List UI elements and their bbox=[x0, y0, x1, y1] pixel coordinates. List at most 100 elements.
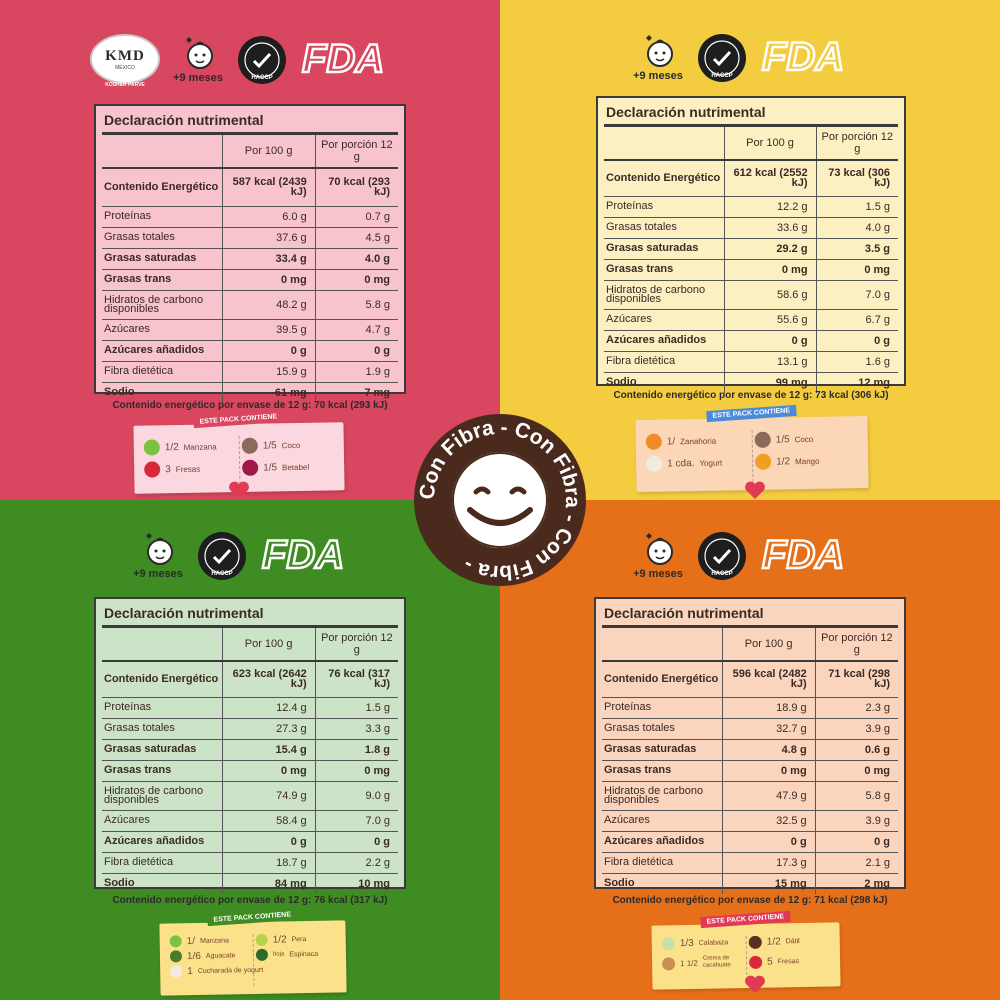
table-row: Fibra dietética 13.1 g 1.6 g bbox=[604, 351, 898, 373]
nutrition-table: Por 100 g Por porción 12 g Contenido Ener… bbox=[102, 628, 398, 894]
pack-item: 1/2 Manzana bbox=[143, 438, 238, 456]
table-row: Fibra dietética 18.7 g 2.2 g bbox=[102, 852, 398, 874]
fda-logo-icon: FDA bbox=[761, 34, 846, 81]
table-row: Proteínas 12.2 g 1.5 g bbox=[604, 196, 898, 218]
table-row: Proteínas 18.9 g 2.3 g bbox=[602, 697, 898, 719]
table-row: Hidratos de carbono disponibles 58.6 g 7.0… bbox=[604, 280, 898, 310]
table-row: Azúcares 55.6 g 6.7 g bbox=[604, 309, 898, 331]
table-row: Hidratos de carbono disponibles 47.9 g 5.8… bbox=[602, 781, 898, 811]
table-row: Proteínas 12.4 g 1.5 g bbox=[102, 697, 398, 719]
heart-icon bbox=[745, 975, 765, 993]
table-row: Grasas totales 33.6 g 4.0 g bbox=[604, 217, 898, 239]
table-header-row: Por 100 g Por porción 12 g bbox=[602, 628, 898, 662]
haccp-seal: HACCP bbox=[236, 34, 288, 91]
table-row-energy: Contenido Energético 623 kcal (2642 kJ) 76… bbox=[102, 661, 398, 698]
svg-text:HACCP: HACCP bbox=[711, 571, 732, 577]
pack-item: 1/Manzana bbox=[169, 934, 252, 948]
fda-logo: FDA bbox=[758, 530, 858, 581]
svg-text:FDA: FDA bbox=[762, 533, 844, 576]
carrot-icon bbox=[645, 433, 662, 450]
table-row: Hidratos de carbono disponibles 48.2 g 5.8… bbox=[102, 290, 398, 320]
quadrant-apple-pear: +9 meses HACCP FDA Declaración nutriment… bbox=[0, 500, 500, 1000]
pack-item: 1/5 Betabel bbox=[242, 458, 336, 476]
nutrition-table: Por 100 g Por porción 12 g Contenido Ener… bbox=[102, 135, 398, 403]
nutrition-table: Por 100 g Por porción 12 g Contenido Ener… bbox=[604, 127, 898, 393]
kmd-logo-text: KMD bbox=[105, 47, 145, 64]
haccp-seal: HACCP bbox=[696, 530, 748, 587]
kmd-logo-sub: MÉXICO bbox=[115, 64, 135, 71]
age-label: +9 meses bbox=[633, 70, 683, 82]
energy-footer: Contenido energético por envase de 12 g:… bbox=[112, 400, 388, 411]
apple-icon bbox=[143, 439, 160, 456]
svg-text:HACCP: HACCP bbox=[211, 571, 232, 577]
svg-text:FDA: FDA bbox=[762, 35, 844, 78]
svg-text:HACCP: HACCP bbox=[711, 73, 732, 79]
haccp-seal: HACCP bbox=[196, 530, 248, 587]
pack-item: 1/6 Aguacate bbox=[169, 949, 252, 963]
beet-icon bbox=[242, 459, 259, 476]
energy-footer: Contenido energético por envase de 12 g:… bbox=[613, 390, 889, 401]
table-row-energy: Contenido Energético 596 kcal (2482 kJ) 71… bbox=[602, 661, 898, 698]
panel-title: Declaración nutrimental bbox=[102, 112, 398, 135]
energy-footer: Contenido energético por envase de 12 g:… bbox=[612, 895, 888, 906]
col-per-serving: Por porción 12 g bbox=[314, 135, 398, 169]
certifications-row: KMD MÉXICO KOSHER PARVE +9 meses HACCP F… bbox=[90, 34, 398, 91]
spinach-icon bbox=[255, 948, 269, 961]
baby-age-badge: +9 meses bbox=[170, 34, 226, 84]
table-row: Grasas saturadas 15.4 g 1.8 g bbox=[102, 739, 398, 761]
baby-face-icon bbox=[146, 533, 173, 565]
coconut-icon bbox=[241, 437, 258, 454]
table-row: Grasas trans 0 mg 0 mg bbox=[102, 269, 398, 291]
table-row: Fibra dietética 15.9 g 1.9 g bbox=[102, 361, 398, 383]
table-row: Hidratos de carbono disponibles 74.9 g 9.0… bbox=[102, 781, 398, 811]
table-row: Grasas trans 0 mg 0 mg bbox=[102, 760, 398, 782]
baby-age-badge: +9 meses bbox=[630, 530, 686, 580]
pack-item: 1/2 Dátil bbox=[748, 935, 832, 949]
panel-title: Declaración nutrimental bbox=[604, 104, 898, 127]
certifications-row: +9 meses HACCP FDA bbox=[130, 530, 358, 587]
baby-face-icon bbox=[646, 35, 673, 67]
fda-logo-icon: FDA bbox=[761, 532, 846, 579]
table-row: Grasas totales 27.3 g 3.3 g bbox=[102, 718, 398, 740]
pack-item: hoja Espinaca bbox=[255, 948, 338, 961]
table-row: Azúcares 58.4 g 7.0 g bbox=[102, 810, 398, 832]
table-row: Grasas saturadas 4.8 g 0.6 g bbox=[602, 739, 898, 761]
table-row: Sodio 15 mg 2 mg bbox=[602, 873, 898, 894]
fda-logo: FDA bbox=[258, 530, 358, 581]
table-row: Proteínas 6.0 g 0.7 g bbox=[102, 206, 398, 228]
quadrant-squash-date: +9 meses HACCP FDA Declaración nutriment… bbox=[500, 500, 1000, 1000]
heart-icon bbox=[745, 481, 765, 499]
pack-item: 1 cda. Yogurt bbox=[646, 454, 751, 472]
quadrant-carrot-mango: +9 meses HACCP FDA Declaración nutriment… bbox=[500, 0, 1000, 500]
avocado-icon bbox=[169, 950, 183, 963]
haccp-seal: HACCP bbox=[696, 32, 748, 89]
col-per-100g: Por 100 g bbox=[221, 135, 316, 169]
pack-item: 1/3 Calabaza bbox=[661, 936, 745, 951]
date-icon bbox=[748, 935, 762, 949]
apple-icon bbox=[169, 935, 182, 948]
energy-footer: Contenido energético por envase de 12 g:… bbox=[112, 895, 388, 906]
table-row: Sodio 84 mg 10 mg bbox=[102, 873, 398, 894]
table-row-energy: Contenido Energético 612 kcal (2552 kJ) 73… bbox=[604, 160, 898, 197]
pack-item: 1/2 Mango bbox=[754, 452, 860, 470]
certifications-row: +9 meses HACCP FDA bbox=[630, 32, 858, 89]
table-header-row: Por 100 g Por porción 12 g bbox=[102, 135, 398, 169]
table-row: Azúcares 39.5 g 4.7 g bbox=[102, 319, 398, 341]
nutrition-table-panel: Declaración nutrimental Por 100 g Por por… bbox=[94, 104, 406, 403]
table-row: Grasas trans 0 mg 0 mg bbox=[602, 760, 898, 782]
baby-age-badge: +9 meses bbox=[630, 32, 686, 82]
pear-icon bbox=[255, 933, 268, 946]
panel-title: Declaración nutrimental bbox=[102, 605, 398, 628]
certifications-row: +9 meses HACCP FDA bbox=[630, 530, 858, 587]
table-row: Grasas totales 32.7 g 3.9 g bbox=[602, 718, 898, 740]
baby-face-icon bbox=[186, 37, 213, 69]
pack-item: 1/Zanahoria bbox=[645, 432, 751, 450]
nutrition-table-panel: Declaración nutrimental Por 100 g Por por… bbox=[596, 96, 906, 393]
haccp-seal-icon: HACCP bbox=[198, 532, 246, 580]
strawberry-icon bbox=[144, 461, 161, 478]
age-label: +9 meses bbox=[133, 568, 183, 580]
